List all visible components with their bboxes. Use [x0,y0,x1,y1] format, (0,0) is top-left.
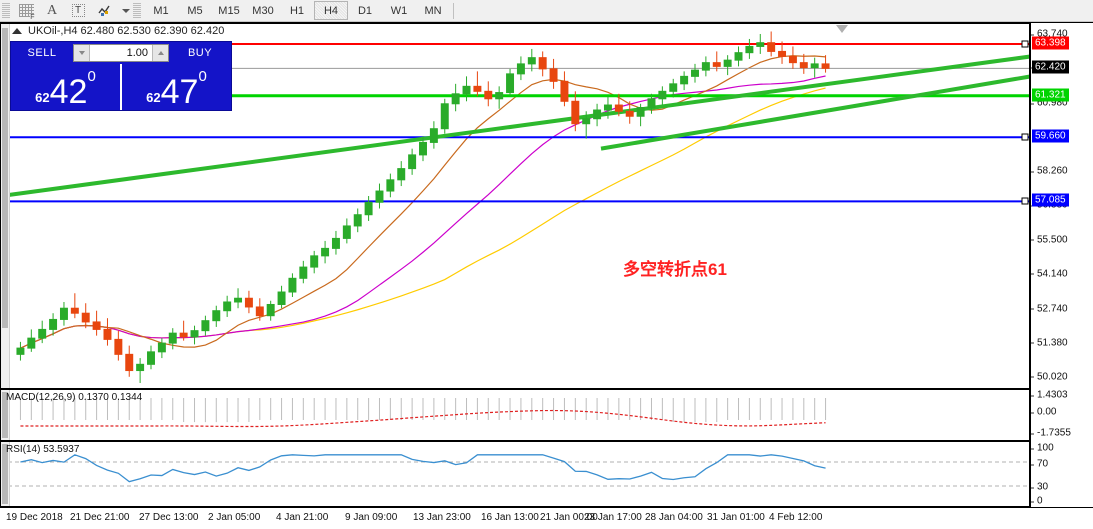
macd-plot [19,398,827,428]
rsi-tick: 100 [1031,443,1054,454]
timeframe-h1[interactable]: H1 [289,4,305,17]
price-chart-panel[interactable] [0,23,1030,389]
price-tick: 52.740 [1031,303,1068,314]
time-tick-label: 13 Jan 23:00 [413,512,471,523]
buy-price-big-figure: 62 [146,90,161,105]
timeframe-h4[interactable]: H4 [314,1,348,20]
level-drag-handle[interactable] [1021,40,1029,48]
sell-price-fraction: 0 [87,68,96,85]
buy-button[interactable]: BUY [187,47,213,59]
time-tick-label: 21 Jan 00:00 [540,512,598,523]
price-tick: 51.380 [1031,337,1068,348]
macd-axis: 1.4303 0.00 -1.7355 [1030,389,1093,441]
toolbar-grip-2[interactable] [133,2,141,19]
toolbar: A T M1 M5 M15 M30 H1 H4 D1 W1 MN [0,0,1093,22]
lot-decrement-button[interactable] [74,45,90,61]
chart-area: UKOil-,H4 62.480 62.530 62.390 62.420 SE… [0,22,1093,529]
text-object-icon[interactable]: T [65,1,91,21]
time-tick-label: 4 Jan 21:00 [276,512,329,523]
price-axis[interactable]: 63.74062.42060.98058.26056.88055.50054.1… [1030,23,1093,389]
timeframe-m15[interactable]: M15 [218,4,240,17]
macd-tick: 1.4303 [1031,390,1068,401]
chart-shift-marker-icon[interactable] [836,25,848,33]
rsi-indicator-panel[interactable]: RSI(14) 53.5937 [0,441,1030,507]
indicators-dropdown-icon[interactable] [117,1,131,21]
chart-annotation-text[interactable]: 多空转折点61 [623,260,727,279]
rsi-tick: 30 [1031,482,1048,493]
macd-label: MACD(12,26,9) 0.1370 0.1344 [6,392,143,403]
time-tick-label: 21 Dec 21:00 [70,512,130,523]
macd-tick: 0.00 [1031,407,1056,418]
rsi-label: RSI(14) 53.5937 [6,444,80,455]
price-panel-scrollbar[interactable] [1,24,10,388]
rsi-tick: 0 [1031,496,1043,507]
resistance-level-badge[interactable]: 63.398 [1032,36,1069,50]
price-tick: 54.140 [1031,268,1068,279]
time-tick-label: 28 Jan 04:00 [645,512,703,523]
macd-panel-scrollbar[interactable] [1,390,10,440]
lot-increment-button[interactable] [152,45,168,61]
symbol-header: UKOil-,H4 62.480 62.530 62.390 62.420 [12,25,224,37]
timeframe-m5[interactable]: M5 [187,4,203,17]
sell-price-big-figure: 62 [35,90,50,105]
one-click-trading-panel[interactable]: SELL 1.00 BUY 62 42 0 62 47 0 [10,41,232,111]
price-plot [1,31,1029,384]
indicators-icon[interactable] [91,1,117,21]
trade-panel-quotes: 62 42 0 62 47 0 [11,64,231,110]
trade-panel-controls: SELL 1.00 BUY [11,42,231,64]
level-drag-handle[interactable] [1021,133,1029,141]
rsi-plot [1,454,1029,487]
toolbar-divider [453,2,454,19]
time-tick-label: 2 Jan 05:00 [208,512,261,523]
time-tick-label: 16 Jan 13:00 [481,512,539,523]
time-tick-label: 9 Jan 09:00 [345,512,398,523]
lot-size-stepper[interactable]: 1.00 [73,44,169,62]
timeframe-m30[interactable]: M30 [252,4,274,17]
level-drag-handle[interactable] [1021,197,1029,205]
current-price-badge[interactable]: 62.420 [1032,60,1069,74]
buy-price-fraction: 0 [198,68,207,85]
time-tick-label: 31 Jan 01:00 [707,512,765,523]
chart-expand-icon[interactable] [12,28,22,34]
macd-tick: -1.7355 [1031,428,1071,439]
sell-button[interactable]: SELL [27,47,57,59]
price-tick: 60.980 [1031,98,1068,109]
sell-price-quote[interactable]: 62 42 0 [11,64,120,110]
support-57-badge[interactable]: 57.085 [1032,193,1069,207]
rsi-tick: 70 [1031,459,1048,470]
rsi-axis: 100 70 30 0 [1030,441,1093,507]
symbol-ohlc-text: UKOil-,H4 62.480 62.530 62.390 62.420 [28,25,225,37]
support-59-badge[interactable]: 59.660 [1032,129,1069,143]
timeframe-m1[interactable]: M1 [153,4,169,17]
price-tick: 55.500 [1031,234,1068,245]
price-tick: 50.020 [1031,371,1068,382]
time-tick-label: 27 Dec 13:00 [139,512,199,523]
rsi-panel-scrollbar[interactable] [1,442,10,506]
time-tick-label: 23 Jan 17:00 [584,512,642,523]
time-tick-label: 4 Feb 12:00 [769,512,823,523]
macd-indicator-panel[interactable]: MACD(12,26,9) 0.1370 0.1344 [0,389,1030,441]
price-tick: 63.740 [1031,29,1068,40]
buy-price-pips: 47 [160,73,199,111]
price-tick: 58.260 [1031,166,1068,177]
grid-template-icon[interactable] [13,1,39,21]
timeframe-w1[interactable]: W1 [390,4,408,17]
timeframe-d1[interactable]: D1 [357,4,373,17]
toolbar-grip-1[interactable] [2,2,10,19]
time-axis[interactable]: 19 Dec 2018 21 Dec 21:00 27 Dec 13:00 2 Jan… [0,507,1093,529]
level-61-badge[interactable]: 61.321 [1032,88,1069,102]
buy-price-quote[interactable]: 62 47 0 [120,64,231,110]
time-tick-label: 19 Dec 2018 [6,512,63,523]
sell-price-pips: 42 [49,73,88,111]
timeframe-mn[interactable]: MN [424,4,442,17]
lot-size-value[interactable]: 1.00 [126,47,148,59]
font-icon[interactable]: A [46,2,58,18]
